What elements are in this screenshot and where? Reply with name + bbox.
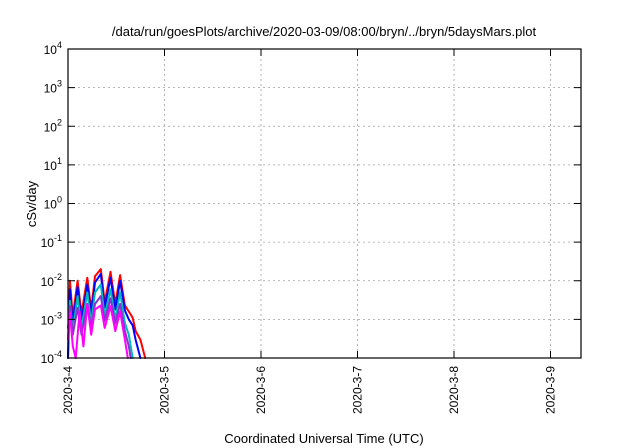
y-tick-label: 10-4: [41, 349, 62, 366]
y-tick-label: 10-3: [41, 310, 62, 327]
y-tick-label: 100: [44, 195, 62, 212]
x-tick-label: 2020-3-5: [158, 366, 172, 414]
y-tick-label: 104: [44, 40, 62, 57]
series-line-5: [67, 303, 129, 359]
series-line-4: [67, 295, 132, 359]
x-tick-label: 2020-3-8: [447, 366, 461, 414]
plot-lines: [67, 268, 147, 359]
x-tick-label: 2020-3-7: [351, 366, 365, 414]
series-line-3: [67, 283, 134, 359]
series-line-2: [67, 272, 142, 359]
y-tick-label: 103: [44, 79, 62, 96]
chart-title: /data/run/goesPlots/archive/2020-03-09/0…: [112, 24, 537, 39]
y-axis-label: cSv/day: [24, 180, 39, 227]
axis-ticks: [67, 48, 581, 359]
x-tick-labels: 2020-3-4 2020-3-5 2020-3-6 2020-3-7 2020-3-8…: [61, 366, 558, 414]
x-tick-label: 2020-3-9: [544, 366, 558, 414]
y-tick-label: 102: [44, 117, 62, 134]
x-tick-label: 2020-3-6: [254, 366, 268, 414]
y-tick-labels: 10-4 10-3 10-2 10-1 100 101 102 103 104: [41, 40, 62, 366]
x-axis-label: Coordinated Universal Time (UTC): [224, 431, 423, 446]
y-tick-label: 10-1: [41, 233, 62, 250]
grid: [68, 49, 581, 358]
x-tick-label: 2020-3-4: [61, 366, 75, 414]
y-tick-label: 101: [44, 156, 62, 173]
y-tick-label: 10-2: [41, 272, 62, 289]
